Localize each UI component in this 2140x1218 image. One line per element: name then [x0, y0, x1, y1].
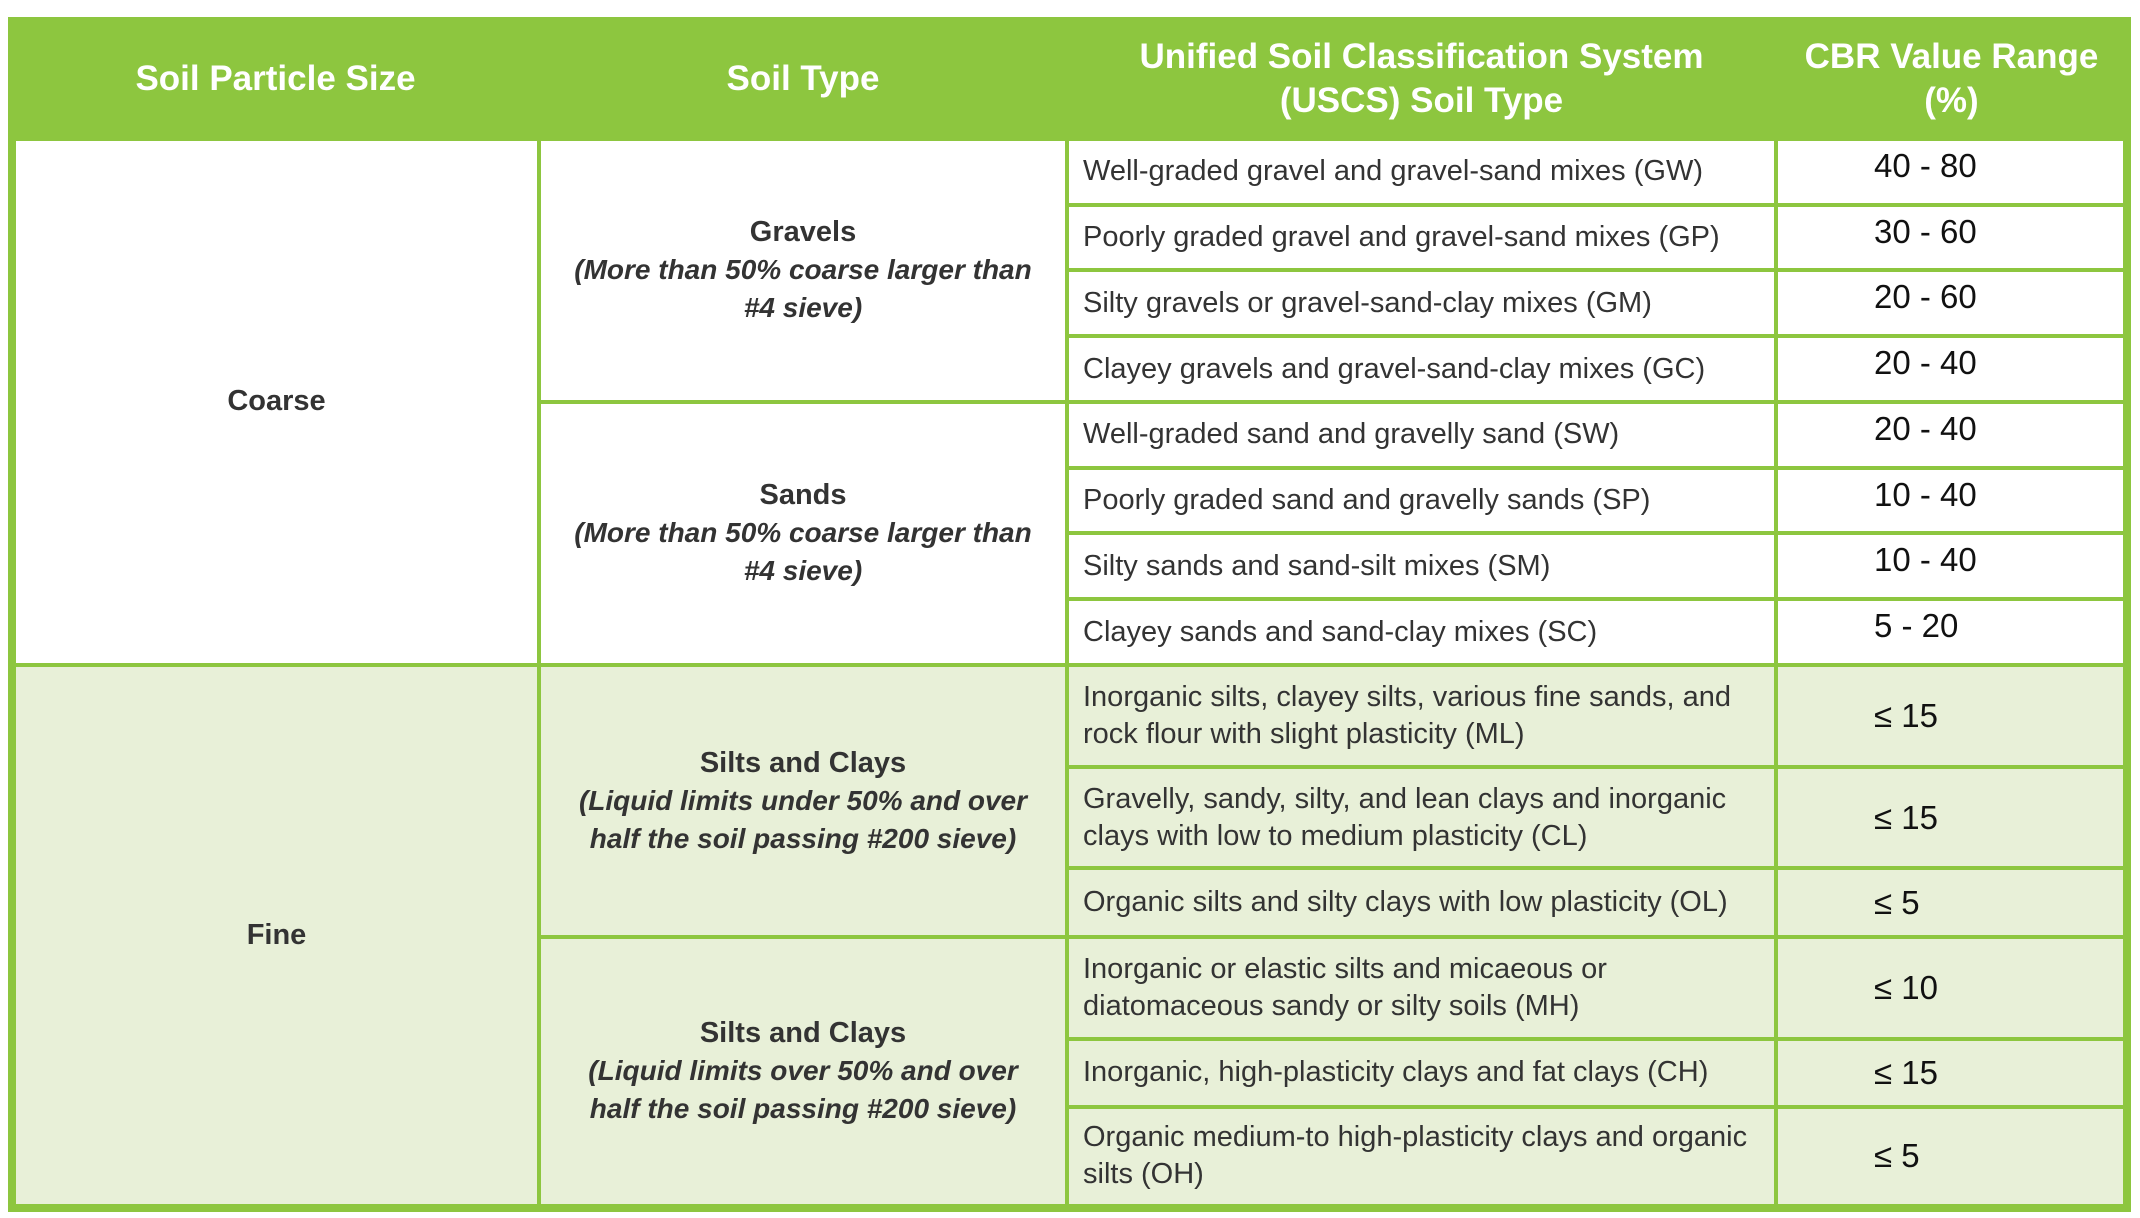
- table-row: Inorganic, high-plasticity clays and fat…: [14, 1037, 2127, 1109]
- uscs-cell: Silty sands and sand-silt mixes (SM): [1065, 531, 1778, 602]
- soil-type-cell: Gravels (More than 50% coarse larger tha…: [537, 137, 1069, 404]
- header-uscs-line1: Unified Soil Classification System: [1139, 37, 1704, 76]
- uscs-cell: Organic medium-to high-plasticity clays …: [1065, 1104, 1778, 1209]
- header-cbr: CBR Value Range (%): [1774, 21, 2125, 141]
- cbr-cell: 30 - 60: [1774, 202, 2127, 273]
- cbr-cell: ≤ 5: [1774, 1104, 2127, 1209]
- soil-type-description: (Liquid limits over 50% and over half th…: [588, 1055, 1018, 1125]
- table-row: Poorly graded sand and gravelly sands (S…: [14, 465, 2127, 536]
- cbr-cell: 20 - 40: [1774, 334, 2127, 404]
- uscs-cell: Well-graded sand and gravelly sand (SW): [1065, 399, 1778, 470]
- table-row: Sands (More than 50% coarse larger than …: [14, 399, 2127, 667]
- particle-size-label: Fine: [246, 918, 307, 951]
- cbr-cell: ≤ 10: [1774, 934, 2127, 1042]
- table-row: Clayey sands and sand-clay mixes (SC) 5 …: [14, 597, 2127, 667]
- header-particle-size: Soil Particle Size: [14, 21, 541, 141]
- soil-classification-table: Soil Particle Size Soil Type Unified Soi…: [12, 21, 2127, 1209]
- uscs-cell: Poorly graded gravel and gravel-sand mix…: [1065, 202, 1778, 273]
- uscs-cell: Clayey sands and sand-clay mixes (SC): [1065, 597, 1778, 667]
- particle-size-label: Coarse: [227, 385, 326, 418]
- table-row: Clayey gravels and gravel-sand-clay mixe…: [14, 334, 2127, 404]
- soil-classification-table-container: Soil Particle Size Soil Type Unified Soi…: [8, 17, 2131, 1212]
- header-uscs-line2: (USCS) Soil Type: [1279, 81, 1564, 120]
- table-row: Coarse Gravels (More than 50% coarse lar…: [12, 137, 2127, 667]
- uscs-cell: Inorganic silts, clayey silts, various f…: [1065, 662, 1778, 770]
- cbr-cell: 40 - 80: [1774, 137, 2127, 207]
- cbr-cell: 5 - 20: [1774, 597, 2127, 667]
- soil-type-cell: Silts and Clays (Liquid limits over 50% …: [537, 934, 1069, 1209]
- particle-size-cell: Coarse: [12, 137, 541, 667]
- header-soil-type: Soil Type: [537, 21, 1069, 141]
- uscs-cell: Organic silts and silty clays with low p…: [1065, 866, 1778, 939]
- uscs-cell: Inorganic, high-plasticity clays and fat…: [1065, 1037, 1778, 1109]
- soil-type-description: (More than 50% coarse larger than #4 sie…: [574, 517, 1032, 587]
- soil-type-name: Gravels: [749, 216, 857, 249]
- uscs-cell: Gravelly, sandy, silty, and lean clays a…: [1065, 765, 1778, 871]
- cbr-cell: 10 - 40: [1774, 531, 2127, 602]
- cbr-cell: 20 - 60: [1774, 268, 2127, 339]
- soil-type-cell: Sands (More than 50% coarse larger than …: [537, 399, 1069, 667]
- soil-type-name: Sands: [759, 479, 847, 512]
- cbr-cell: ≤ 15: [1774, 765, 2127, 871]
- table-row: Poorly graded gravel and gravel-sand mix…: [14, 202, 2127, 273]
- table-row: Organic silts and silty clays with low p…: [14, 866, 2127, 939]
- table-row: Silts and Clays (Liquid limits over 50% …: [14, 934, 2127, 1209]
- header-cbr-line2: (%): [1924, 81, 1979, 120]
- uscs-cell: Well-graded gravel and gravel-sand mixes…: [1065, 137, 1778, 207]
- table-row: Fine Silts and Clays (Liquid limits unde…: [12, 662, 2127, 1209]
- soil-type-name: Silts and Clays: [699, 1017, 907, 1050]
- cbr-cell: 20 - 40: [1774, 399, 2127, 470]
- header-cbr-line1: CBR Value Range: [1804, 37, 2099, 76]
- uscs-cell: Silty gravels or gravel-sand-clay mixes …: [1065, 268, 1778, 339]
- soil-type-description: (Liquid limits under 50% and over half t…: [578, 784, 1028, 854]
- table-row: Gravelly, sandy, silty, and lean clays a…: [14, 765, 2127, 871]
- table-row: Silty gravels or gravel-sand-clay mixes …: [14, 268, 2127, 339]
- soil-type-name: Silts and Clays: [699, 746, 907, 779]
- cbr-cell: ≤ 15: [1774, 662, 2127, 770]
- header-particle-size-label: Soil Particle Size: [135, 59, 416, 98]
- particle-size-cell: Fine: [12, 662, 541, 1209]
- header-soil-type-label: Soil Type: [726, 59, 880, 98]
- uscs-cell: Inorganic or elastic silts and micaeous …: [1065, 934, 1778, 1042]
- cbr-cell: ≤ 5: [1774, 866, 2127, 939]
- cbr-cell: 10 - 40: [1774, 465, 2127, 536]
- table-row: Organic medium-to high-plasticity clays …: [14, 1104, 2127, 1209]
- header-uscs: Unified Soil Classification System (USCS)…: [1065, 21, 1778, 141]
- soil-type-cell: Silts and Clays (Liquid limits under 50%…: [537, 662, 1069, 939]
- uscs-cell: Poorly graded sand and gravelly sands (S…: [1065, 465, 1778, 536]
- table-row: Silty sands and sand-silt mixes (SM) 10 …: [14, 531, 2127, 602]
- soil-type-description: (More than 50% coarse larger than #4 sie…: [574, 254, 1032, 324]
- header-row: Soil Particle Size Soil Type Unified Soi…: [14, 21, 2125, 141]
- cbr-cell: ≤ 15: [1774, 1037, 2127, 1109]
- uscs-cell: Clayey gravels and gravel-sand-clay mixe…: [1065, 334, 1778, 404]
